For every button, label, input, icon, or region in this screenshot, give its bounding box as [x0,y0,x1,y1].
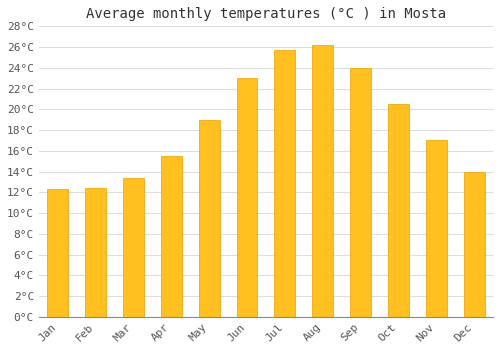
Bar [426,140,446,317]
Bar [85,188,106,317]
Title: Average monthly temperatures (°C ) in Mosta: Average monthly temperatures (°C ) in Mo… [86,7,446,21]
Bar [350,68,371,317]
Bar [274,50,295,317]
Bar [123,178,144,317]
Bar [388,104,409,317]
Bar [312,45,333,317]
Bar [198,120,220,317]
Bar [161,156,182,317]
Bar [464,172,484,317]
Bar [236,78,258,317]
Bar [48,189,68,317]
